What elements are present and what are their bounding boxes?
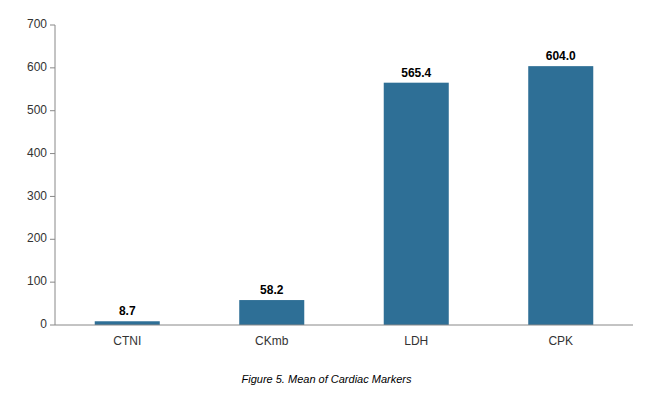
data-label: 8.7 [119,304,136,318]
y-tick [50,25,55,26]
x-tick-label: CKmb [255,334,289,348]
data-label: 604.0 [546,49,576,63]
x-axis: CTNI CKmb LDH CPK [113,334,573,348]
x-axis-line [55,325,633,326]
y-axis: 0 100 200 300 400 500 600 700 [27,17,55,331]
y-tick-label: 300 [27,189,47,203]
x-tick-label: LDH [404,334,428,348]
bar [384,83,449,325]
y-tick-label: 200 [27,231,47,245]
x-tick-label: CPK [548,334,573,348]
y-tick [50,282,55,283]
y-tick [50,196,55,197]
y-tick [50,239,55,240]
y-tick [50,110,55,111]
y-tick-label: 500 [27,103,47,117]
chart-container: 0 100 200 300 400 500 600 700 8.7 58.2 565.4 604.0 C… [0,0,653,397]
bar [239,300,304,325]
y-axis-line [55,25,56,325]
y-tick-label: 700 [27,17,47,31]
chart-svg: 0 100 200 300 400 500 600 700 8.7 58.2 565.4 604.0 C… [0,0,653,397]
y-tick-label: 100 [27,274,47,288]
caption: Figure 5. Mean of Cardiac Markers [242,373,412,385]
bars [95,66,594,325]
y-tick-label: 0 [40,317,47,331]
y-tick [50,325,55,326]
x-tick-label: CTNI [113,334,141,348]
data-label: 58.2 [260,283,284,297]
bar [95,321,160,325]
y-tick-label: 400 [27,146,47,160]
y-tick-label: 600 [27,60,47,74]
data-label: 565.4 [401,66,431,80]
data-labels: 8.7 58.2 565.4 604.0 [119,49,576,318]
y-tick [50,153,55,154]
y-tick [50,67,55,68]
bar [528,66,593,325]
